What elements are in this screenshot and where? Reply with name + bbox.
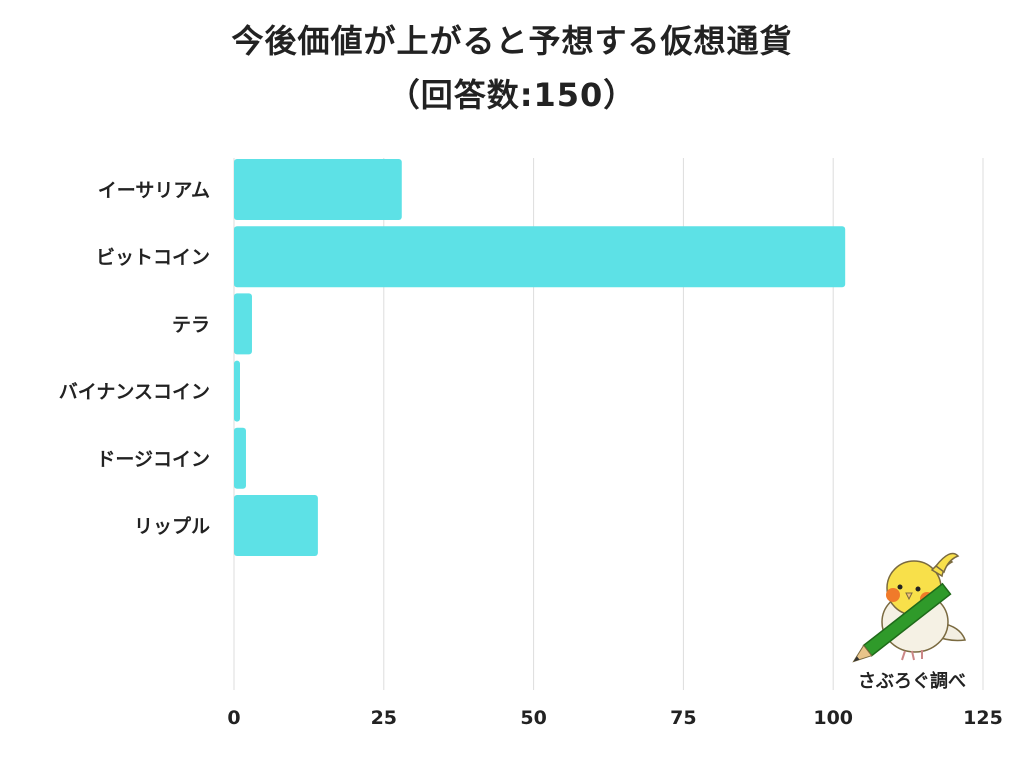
- bar: [234, 159, 402, 220]
- x-axis-ticks: 0 25 50 75 100 125: [227, 707, 1002, 729]
- x-tick-label: 50: [520, 707, 546, 729]
- bars: [234, 159, 846, 556]
- category-label: ビットコイン: [96, 247, 210, 269]
- category-label: ドージコイン: [96, 448, 210, 470]
- chart-subtitle: （回答数:150）: [387, 76, 637, 114]
- category-label: イーサリアム: [98, 180, 210, 202]
- x-tick-label: 100: [813, 707, 853, 729]
- x-tick-label: 125: [963, 707, 1003, 729]
- x-tick-label: 0: [227, 707, 240, 729]
- bar: [234, 495, 318, 556]
- category-label: テラ: [172, 314, 210, 336]
- chart-title: 今後価値が上がると予想する仮想通貨: [231, 22, 793, 60]
- category-label: バイナンスコイン: [59, 381, 210, 403]
- bar: [234, 360, 240, 422]
- x-tick-label: 75: [670, 707, 696, 729]
- bird-with-pencil-icon: [852, 552, 966, 663]
- category-label: リップル: [134, 515, 210, 538]
- credit-text: さぶろぐ調べ: [858, 670, 966, 692]
- bar: [234, 226, 846, 288]
- bar: [234, 293, 252, 355]
- bar: [234, 427, 246, 489]
- x-tick-label: 25: [371, 707, 397, 729]
